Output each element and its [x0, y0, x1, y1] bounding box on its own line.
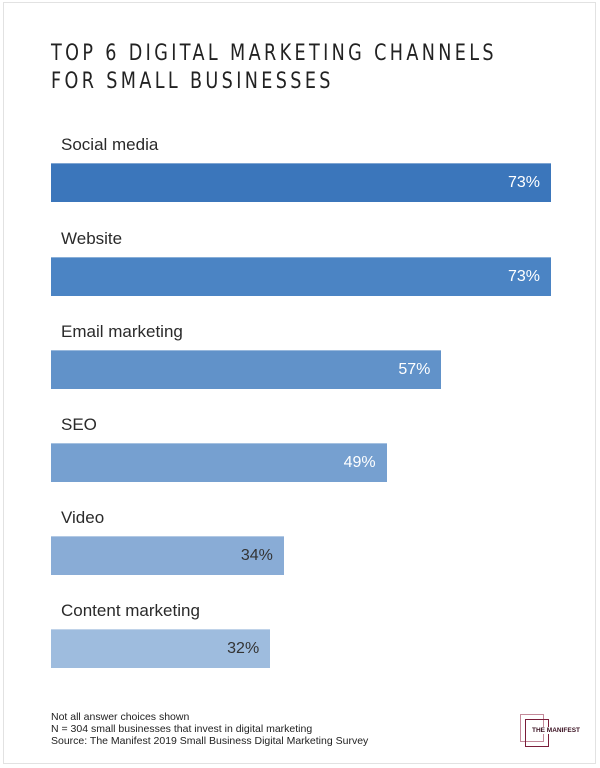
- footnote-sample-size: N = 304 small businesses that invest in …: [51, 723, 313, 735]
- bar-label: Content marketing: [61, 601, 200, 620]
- bar: 49%: [51, 443, 387, 482]
- bar-label: Social media: [61, 135, 159, 154]
- chart-title: TOP 6 DIGITAL MARKETING CHANNELS FOR SMA…: [51, 40, 497, 96]
- bar-value-label: 73%: [507, 268, 540, 285]
- the-manifest-logo: THE MANIFEST: [520, 714, 582, 748]
- bar: 57%: [51, 350, 442, 389]
- bar: 32%: [51, 629, 271, 668]
- bar-value-label: 49%: [343, 454, 376, 471]
- logo-text: THE MANIFEST: [531, 727, 582, 734]
- footnote-note: Not all answer choices shown: [51, 711, 190, 723]
- bar-label: Video: [61, 508, 105, 527]
- footnotes: Not all answer choices shown N = 304 sma…: [51, 711, 368, 747]
- bar-value-label: 34%: [240, 547, 273, 564]
- bar: 34%: [51, 536, 284, 575]
- bar-label: SEO: [61, 415, 97, 434]
- bar-value-label: 57%: [398, 361, 431, 378]
- bar-value-label: 73%: [507, 174, 540, 191]
- footnote-source: Source: The Manifest 2019 Small Business…: [51, 735, 369, 747]
- bar-label: Email marketing: [61, 322, 183, 341]
- chart-title-line-2: FOR SMALL BUSINESSES: [51, 69, 334, 94]
- bar: 73%: [51, 257, 551, 296]
- bar-label: Website: [61, 229, 123, 248]
- bar: 73%: [51, 163, 551, 202]
- chart-title-line-1: TOP 6 DIGITAL MARKETING CHANNELS: [51, 41, 497, 66]
- chart-frame: [3, 2, 596, 764]
- bar-value-label: 32%: [227, 640, 260, 657]
